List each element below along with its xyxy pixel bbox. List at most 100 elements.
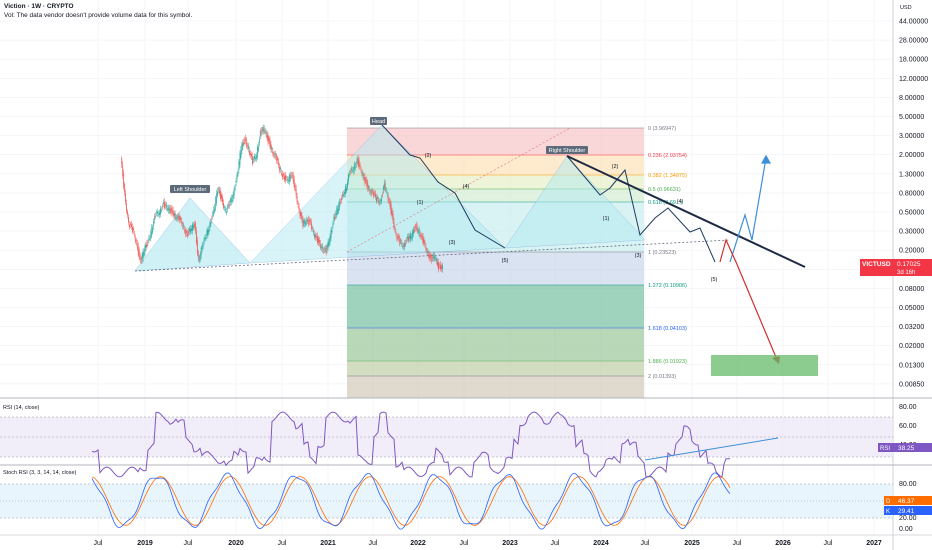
elliott-wave-lines — [381, 124, 716, 263]
candle-body — [288, 174, 290, 182]
candle-body — [299, 211, 301, 217]
candle-body — [144, 245, 146, 253]
candle-body — [272, 151, 274, 155]
candle-body — [297, 202, 299, 204]
time-tick: Jul — [733, 540, 742, 547]
time-tick: 2025 — [684, 540, 700, 547]
candle-body — [257, 145, 259, 151]
candle-body — [197, 251, 199, 259]
candle-body — [199, 255, 201, 260]
candle-body — [142, 251, 144, 259]
candle-body — [324, 248, 326, 249]
candle-body — [353, 163, 355, 171]
candle-body — [150, 232, 152, 238]
candle-body — [310, 221, 312, 222]
candle-body — [225, 209, 226, 210]
candle-body — [383, 182, 385, 189]
candle-body — [312, 227, 313, 229]
candle-body — [373, 192, 375, 196]
price-axis[interactable]: USD 44.00000 28.00000 18.00000 12.00000 8.00… — [899, 5, 928, 388]
candle-body — [398, 236, 400, 239]
price-tick: 12.00000 — [899, 76, 928, 83]
price-tick: 8.00000 — [899, 95, 924, 102]
candle-body — [371, 189, 373, 193]
candle-body — [433, 254, 435, 259]
candle-body — [417, 230, 419, 232]
candle-body — [122, 164, 124, 177]
rsi-tick: 80.00 — [899, 404, 917, 411]
candle-body — [314, 234, 315, 238]
rsi-value-badge: RSI 38.25 — [878, 443, 932, 452]
candle-body — [201, 245, 203, 250]
candle-body — [247, 145, 249, 147]
candle-body — [222, 197, 223, 203]
candle-body — [356, 158, 358, 161]
candle-body — [439, 265, 440, 266]
candle-body — [160, 208, 161, 215]
candle-body — [173, 213, 175, 216]
candle-body — [193, 225, 194, 229]
candle-body — [422, 236, 424, 244]
candle-body — [270, 144, 272, 150]
candle-body — [209, 223, 211, 228]
candle-body — [156, 212, 158, 214]
candle-body — [349, 171, 351, 173]
candle-body — [149, 238, 151, 240]
candle-body — [124, 184, 126, 193]
right-shoulder-label: Right Shoulder — [549, 148, 586, 154]
candle-body — [342, 194, 344, 197]
candle-body — [379, 202, 380, 204]
candle-body — [285, 175, 286, 181]
rsi-value: 38.25 — [898, 445, 915, 452]
price-tick: 18.00000 — [899, 57, 928, 64]
candle-body — [306, 219, 308, 222]
candle-body — [368, 186, 370, 188]
fib-level-label: 2 (0.01393) — [648, 374, 676, 380]
candle-body — [125, 192, 127, 203]
candle-body — [211, 218, 213, 220]
stoch-d-label: D — [886, 499, 891, 505]
candle-body — [387, 195, 389, 202]
wave-label: (3) — [449, 240, 456, 246]
candle-body — [194, 224, 195, 227]
candle-body — [397, 235, 399, 237]
candle-body — [132, 228, 134, 230]
candle-body — [362, 173, 364, 176]
candle-body — [227, 204, 229, 206]
candle-body — [185, 230, 187, 235]
chart-title: Viction · 1W · CRYPTO — [4, 3, 74, 10]
candle-body — [385, 189, 387, 190]
candle-body — [411, 231, 413, 238]
candle-body — [262, 127, 264, 131]
time-tick: Jul — [184, 540, 193, 547]
candle-body — [421, 235, 423, 237]
candle-body — [228, 204, 230, 207]
candle-body — [409, 235, 410, 239]
candle-body — [236, 174, 238, 179]
candle-body — [317, 236, 318, 243]
candle-body — [399, 238, 401, 245]
price-tick: 0.50000 — [899, 210, 924, 217]
time-axis[interactable]: Jul 2019 Jul 2020 Jul 2021 Jul 2022 Jul 2023 Jul 20… — [94, 540, 882, 547]
candle-body — [269, 140, 271, 147]
candle-body — [239, 153, 241, 165]
candle-body — [169, 208, 171, 213]
stoch-tick: 20.00 — [899, 515, 917, 522]
candle-body — [140, 260, 142, 262]
candle-body — [157, 211, 158, 214]
candle-body — [325, 248, 327, 254]
candle-body — [316, 236, 317, 238]
candle-body — [292, 175, 294, 182]
candle-body — [147, 241, 149, 243]
time-tick: 2022 — [410, 540, 426, 547]
candle-body — [370, 192, 372, 194]
price-tick: 44.00000 — [899, 19, 928, 26]
candle-body — [359, 164, 361, 166]
candle-body — [246, 141, 248, 147]
candle-body — [286, 176, 287, 178]
wave-label: (3) — [635, 253, 642, 259]
candle-body — [252, 156, 253, 164]
candle-body — [221, 194, 222, 199]
